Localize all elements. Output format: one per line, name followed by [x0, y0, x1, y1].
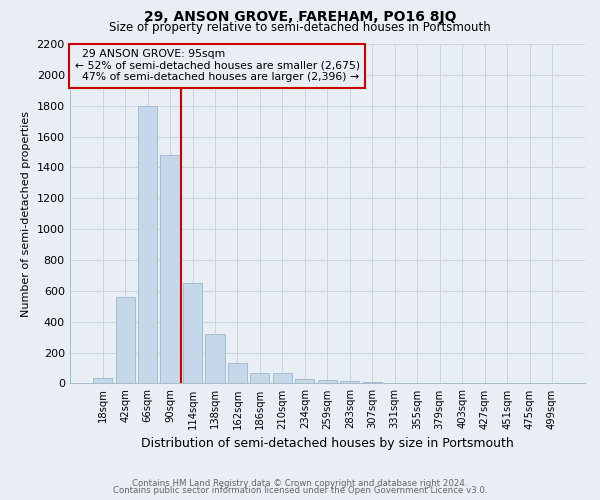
Text: Contains HM Land Registry data © Crown copyright and database right 2024.: Contains HM Land Registry data © Crown c…	[132, 478, 468, 488]
Bar	[318, 380, 337, 384]
Bar	[295, 379, 314, 384]
Bar	[363, 382, 382, 384]
X-axis label: Distribution of semi-detached houses by size in Portsmouth: Distribution of semi-detached houses by …	[141, 437, 514, 450]
Bar	[183, 283, 202, 384]
Bar	[385, 382, 404, 384]
Text: 29, ANSON GROVE, FAREHAM, PO16 8JQ: 29, ANSON GROVE, FAREHAM, PO16 8JQ	[144, 10, 456, 24]
Bar	[205, 334, 224, 384]
Bar	[228, 362, 247, 384]
Bar	[116, 297, 134, 384]
Bar	[160, 155, 179, 384]
Text: 29 ANSON GROVE: 95sqm
← 52% of semi-detached houses are smaller (2,675)
  47% of: 29 ANSON GROVE: 95sqm ← 52% of semi-deta…	[75, 49, 360, 82]
Y-axis label: Number of semi-detached properties: Number of semi-detached properties	[21, 110, 31, 316]
Bar	[250, 372, 269, 384]
Bar	[138, 106, 157, 384]
Bar	[93, 378, 112, 384]
Bar	[340, 381, 359, 384]
Bar	[273, 374, 292, 384]
Text: Contains public sector information licensed under the Open Government Licence v3: Contains public sector information licen…	[113, 486, 487, 495]
Text: Size of property relative to semi-detached houses in Portsmouth: Size of property relative to semi-detach…	[109, 21, 491, 34]
